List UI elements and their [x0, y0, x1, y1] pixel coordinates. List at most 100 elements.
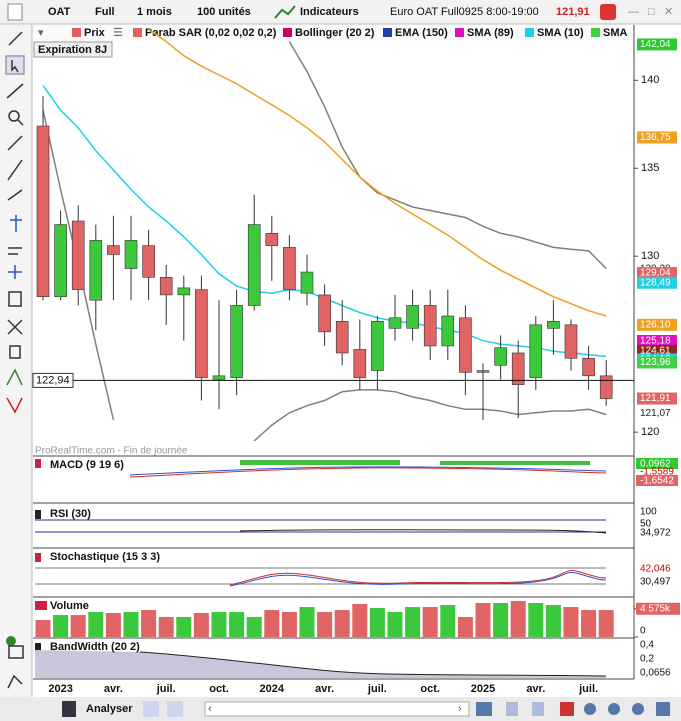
legend-entry: Prix: [84, 27, 106, 39]
stoch-label: 30,497: [640, 577, 671, 588]
candle-body: [529, 324, 543, 378]
volume-bar: [528, 603, 544, 637]
panel-icon: [35, 643, 41, 652]
mode[interactable]: Full: [95, 6, 115, 18]
candle-body: [371, 321, 384, 371]
scroll-left[interactable]: ‹: [208, 703, 212, 715]
expiration: Expiration 8J: [38, 44, 107, 56]
tool-button[interactable]: [143, 701, 159, 717]
refresh-button[interactable]: [600, 4, 616, 20]
volume-bar: [88, 612, 104, 637]
bandwidth-label: 0,0656: [640, 668, 671, 679]
candle-body: [124, 240, 138, 269]
analyze-button[interactable]: Analyser: [86, 703, 133, 715]
scrollbar[interactable]: [204, 701, 470, 717]
candle-body: [494, 347, 507, 366]
rsi-bands: [35, 519, 606, 533]
candle-body: [353, 349, 367, 378]
candle-body: [335, 321, 349, 354]
volume-bar: [457, 617, 473, 637]
x-tick-label: 2025: [471, 683, 495, 695]
y-tick-label: 120: [641, 426, 659, 438]
panel-icon: [35, 601, 47, 610]
volume-bar: [123, 612, 139, 637]
volume-bar: [369, 608, 385, 637]
candle-body: [212, 375, 226, 380]
volume-bar: [475, 603, 491, 637]
stoch-label: 42,046: [640, 564, 671, 575]
candle-body: [547, 321, 560, 329]
candle-body: [177, 287, 191, 296]
candle-body: [318, 294, 331, 333]
price-label: 142,04: [640, 39, 671, 50]
units[interactable]: 100 unités: [197, 6, 251, 18]
analyze-icon: [62, 701, 76, 717]
price-label-box: [637, 392, 677, 405]
panel-icon: [35, 459, 41, 468]
volume-bar: [581, 610, 597, 637]
tool-icons[interactable]: [5, 31, 25, 689]
legend-swatch: [283, 28, 292, 37]
price-label-box: [637, 335, 677, 348]
left-toolbar: [0, 25, 32, 697]
scroll-right[interactable]: ›: [458, 703, 462, 715]
volume-bar: [176, 617, 192, 637]
expiration-box: [33, 41, 113, 58]
candle-body: [89, 240, 103, 301]
x-tick-label: avr.: [526, 683, 545, 695]
legend-icon: ☰: [113, 27, 123, 39]
candle-body: [54, 224, 67, 297]
candle-body: [511, 352, 525, 385]
bandwidth-label: 0,2: [640, 654, 654, 665]
price-label: 126,10: [640, 319, 671, 330]
legend-entry: SMA: [603, 27, 628, 39]
crosshair-label: 122,94: [36, 374, 70, 386]
macd-histogram: [240, 460, 590, 465]
tool-button[interactable]: [167, 701, 183, 717]
price-label: 121,07: [640, 408, 671, 419]
stoch-bands: [35, 567, 606, 585]
rsi-label: 100: [640, 507, 657, 518]
y-tick-label: 140: [641, 74, 659, 86]
legend-swatch: [591, 28, 600, 37]
volume-bar: [158, 617, 174, 637]
period[interactable]: 1 mois: [137, 6, 172, 18]
symbol[interactable]: OAT: [48, 6, 71, 18]
volume-bar: [53, 615, 69, 637]
nav-buttons[interactable]: [476, 702, 670, 716]
candle-body: [71, 220, 85, 290]
label-box: [636, 458, 678, 469]
macd-line: [129, 466, 607, 476]
legend-swatch: [525, 28, 534, 37]
macd-label: -1,5589: [640, 467, 674, 478]
volume-bar: [493, 603, 509, 637]
x-tick-label: juil.: [578, 683, 598, 695]
legend-swatch: [455, 28, 464, 37]
candle-body: [230, 305, 243, 378]
maximize[interactable]: □: [648, 6, 655, 18]
price-label-box: [637, 267, 677, 280]
legend: Prix Parab SAR (0,02 0,02 0,2) Bollinger (…: [72, 27, 628, 39]
bandwidth-title: BandWidth (20 2): [50, 641, 140, 653]
candle-body: [283, 247, 296, 290]
candle-body: [406, 305, 419, 329]
close[interactable]: ✕: [664, 6, 673, 18]
indicators[interactable]: Indicateurs: [300, 6, 359, 18]
indicator-line: [42, 110, 607, 442]
last-price: 121,91: [556, 6, 590, 18]
bandwidth-label: 0,4: [640, 640, 654, 651]
legend-menu[interactable]: ▾: [38, 27, 44, 39]
menu-button[interactable]: [7, 3, 23, 21]
volume-bar: [246, 617, 262, 637]
minimize[interactable]: —: [628, 6, 639, 18]
volume-bar: [510, 601, 526, 637]
x-tick-label: 2023: [48, 683, 72, 695]
y-tick-label: 135: [641, 162, 659, 174]
bandwidth-line: [139, 651, 607, 677]
volume-bar: [193, 613, 209, 637]
volume-bar: [211, 612, 227, 637]
candle-body: [107, 245, 120, 255]
volume-bar: [299, 607, 315, 637]
legend-bar: [33, 25, 634, 41]
